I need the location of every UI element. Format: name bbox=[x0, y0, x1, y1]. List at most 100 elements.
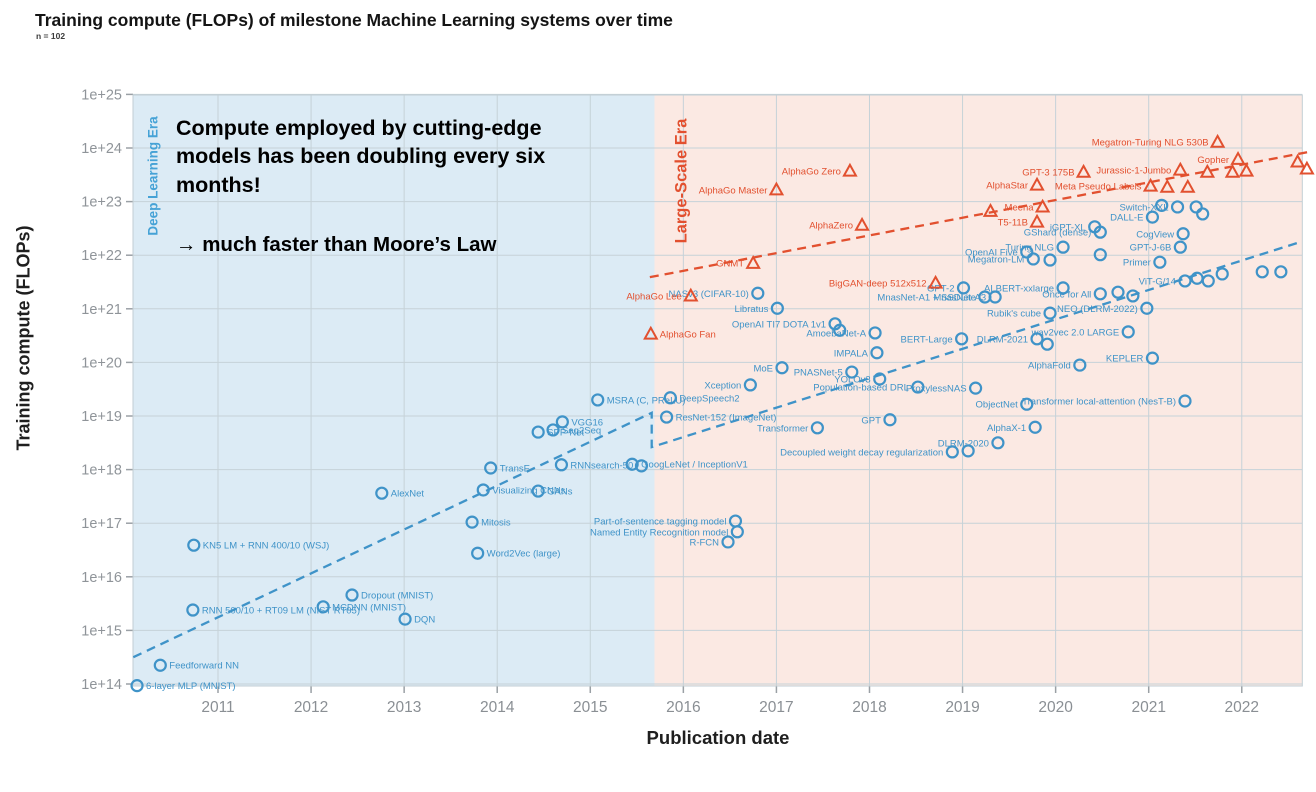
data-point-label-gshard-dense: GShard (dense) bbox=[1024, 228, 1092, 239]
x-tick-label: 2011 bbox=[201, 699, 234, 716]
data-point-label-gnmt: GNMT bbox=[716, 259, 744, 270]
era-label-deep-learning: Deep Learning Era bbox=[145, 116, 161, 236]
data-point-label-alphago-zero: AlphaGo Zero bbox=[782, 167, 841, 178]
data-point-label-yolov3: YOLOv3 bbox=[834, 375, 870, 386]
data-point-label-turing-nlg: Turing NLG bbox=[1005, 243, 1054, 254]
data-point-wav2vec-2-0-large bbox=[1121, 325, 1135, 339]
data-point-label-libratus: Libratus bbox=[735, 304, 769, 315]
data-point-unlabeled bbox=[1180, 178, 1196, 193]
data-point-googlenet-inceptionv1 bbox=[625, 457, 639, 471]
data-point-unlabeled bbox=[1189, 200, 1203, 214]
data-point-libratus bbox=[770, 301, 784, 315]
data-point-label-alphax-1: AlphaX-1 bbox=[987, 423, 1026, 434]
data-point-unlabeled bbox=[1043, 253, 1057, 267]
data-point-unlabeled bbox=[961, 444, 975, 458]
data-point-kepler bbox=[1145, 351, 1160, 365]
data-point-label-dropout-mnist: Dropout (MNIST) bbox=[361, 591, 433, 602]
data-point-impala bbox=[870, 346, 884, 360]
data-point-vgg16 bbox=[555, 415, 569, 429]
deep-learning-era-trend bbox=[132, 241, 1298, 659]
data-point-label-googlenet-inceptionv1: GoogLeNet / InceptionV1 bbox=[641, 460, 748, 471]
data-point-mcdnn-mnist bbox=[316, 600, 330, 614]
plot-border bbox=[132, 94, 1303, 687]
data-point-turing-nlg bbox=[1056, 240, 1070, 254]
data-point-nasv3-cifar-10 bbox=[751, 286, 765, 300]
x-tick-label: 2017 bbox=[759, 699, 793, 716]
data-point-bert-large bbox=[955, 332, 969, 346]
large-scale-era-trend bbox=[649, 150, 1310, 279]
data-point-label-transe: TransE bbox=[500, 463, 530, 474]
y-tick-label: 1e+14 bbox=[81, 677, 122, 693]
data-point-label-xception: Xception bbox=[704, 380, 741, 391]
data-point-label-alphago-master: AlphaGo Master bbox=[699, 185, 768, 196]
y-tick-label: 1e+15 bbox=[81, 623, 122, 639]
data-point-label-feedforward-nn: Feedforward NN bbox=[169, 661, 239, 672]
data-point-meena bbox=[1034, 198, 1051, 213]
data-point-label-mnasnet-a3: MnasNet-A3 bbox=[933, 293, 986, 304]
data-point-transformer-local-attention-nest-b bbox=[1178, 394, 1192, 408]
data-point-vit-g-14 bbox=[1178, 274, 1192, 288]
data-point-label-gopher: Gopher bbox=[1197, 155, 1229, 166]
data-point-label-dqn: DQN bbox=[414, 615, 435, 626]
x-tick-label: 2015 bbox=[573, 699, 607, 716]
data-point-alphago-fan bbox=[643, 325, 659, 340]
x-tick-label: 2014 bbox=[480, 699, 515, 716]
data-point-label-primer: Primer bbox=[1123, 258, 1151, 269]
data-point-biggan-deep-512x512 bbox=[927, 274, 944, 289]
data-point-label-megatron-turing-nlg-530b: Megatron-Turing NLG 530B bbox=[1092, 138, 1209, 149]
data-point-label-population-based-drl: Population-based DRL bbox=[813, 383, 909, 394]
data-point-unlabeled bbox=[1274, 265, 1288, 279]
data-point-label-meta-pseudo-labels: Meta Pseudo Labels bbox=[1055, 182, 1142, 193]
y-tick-label: 1e+20 bbox=[81, 355, 122, 371]
data-point-label-rnn-500-10-rt09-lm-nist-rt05: RNN 500/10 + RT09 LM (NIST RT05) bbox=[202, 606, 360, 617]
data-point-label-mcdnn-mnist: MCDNN (MNIST) bbox=[332, 602, 406, 613]
data-point-label-kn5-lm-rnn-400-10-wsj: KN5 LM + RNN 400/10 (WSJ) bbox=[203, 541, 329, 552]
data-point-feedforward-nn bbox=[153, 658, 167, 672]
data-point-proxylessnas bbox=[968, 381, 983, 395]
data-point-label-t5-11b: T5-11B bbox=[998, 217, 1028, 228]
y-tick-label: 1e+16 bbox=[81, 570, 122, 586]
data-point-cogview bbox=[1176, 227, 1190, 241]
data-point-label-openai-ti7-dota-1v1: OpenAI TI7 DOTA 1v1 bbox=[732, 319, 826, 330]
data-point-decoupled-weight-decay-regularization bbox=[945, 445, 959, 459]
data-point-amoebanet-a bbox=[868, 326, 882, 340]
chart-title: Training compute (FLOPs) of milestone Ma… bbox=[35, 10, 673, 30]
data-point-alphastar bbox=[1029, 176, 1045, 191]
data-point-unlabeled bbox=[1093, 248, 1107, 262]
data-point-switch-xxl bbox=[1170, 200, 1185, 214]
data-point-xception bbox=[743, 378, 757, 392]
data-point-msra-c-prelu bbox=[591, 393, 605, 407]
data-point-label-mitosis: Mitosis bbox=[481, 518, 511, 529]
data-point-label-jurassic-1-jumbo: Jurassic-1-Jumbo bbox=[1096, 165, 1171, 176]
data-point-label-resnet-152-imagenet: ResNet-152 (ImageNet) bbox=[676, 413, 777, 424]
data-point-6-layer-mlp-mnist bbox=[130, 679, 144, 693]
data-point-unlabeled bbox=[982, 202, 999, 217]
data-point-label-albert-xxlarge: ALBERT-xxlarge bbox=[984, 283, 1054, 294]
data-point-label-alphazero: AlphaZero bbox=[809, 221, 853, 232]
data-point-label-cogview: CogView bbox=[1136, 229, 1174, 240]
data-point-label-bert-large: BERT-Large bbox=[901, 334, 953, 345]
data-point-named-entity-recognition-model bbox=[730, 525, 744, 539]
era-region bbox=[654, 95, 1303, 686]
y-tick-label: 1e+18 bbox=[81, 463, 122, 479]
data-point-t5-11b bbox=[1029, 213, 1045, 228]
data-point-label-pnasnet-5: PNASNet-5 bbox=[794, 368, 843, 379]
x-axis-title: Publication date bbox=[646, 727, 790, 748]
data-point-alexnet bbox=[375, 486, 389, 500]
data-point-dqn bbox=[398, 612, 412, 626]
data-point-label-r-fcn: R-FCN bbox=[689, 537, 719, 548]
data-point-alphax-1 bbox=[1028, 420, 1042, 434]
data-point-label-nasv3-cifar-10: NASv3 (CIFAR-10) bbox=[669, 289, 749, 300]
data-point-label-alphastar: AlphaStar bbox=[986, 180, 1028, 191]
annotation-block: Compute employed by cutting-edge models … bbox=[176, 114, 568, 257]
data-point-label-alphago-fan: AlphaGo Fan bbox=[660, 329, 716, 340]
data-point-label-dlrm-2021: DLRM-2021 bbox=[977, 334, 1028, 345]
data-point-label-meena: Meena bbox=[1005, 202, 1035, 213]
data-point-label-objectnet: ObjectNet bbox=[976, 400, 1019, 411]
data-point-deepspeech2 bbox=[663, 391, 677, 405]
data-point-label-gpt-j-6b: GPT-J-6B bbox=[1130, 243, 1172, 254]
data-point-label-alphafold: AlphaFold bbox=[1028, 361, 1071, 372]
data-point-label-dlrm-2020: DLRM-2020 bbox=[938, 438, 989, 449]
data-point-label-rubik-s-cube: Rubik's cube bbox=[987, 309, 1041, 320]
data-point-label-neo-dlrm-2022: NEO (DLRM-2022) bbox=[1057, 304, 1138, 315]
